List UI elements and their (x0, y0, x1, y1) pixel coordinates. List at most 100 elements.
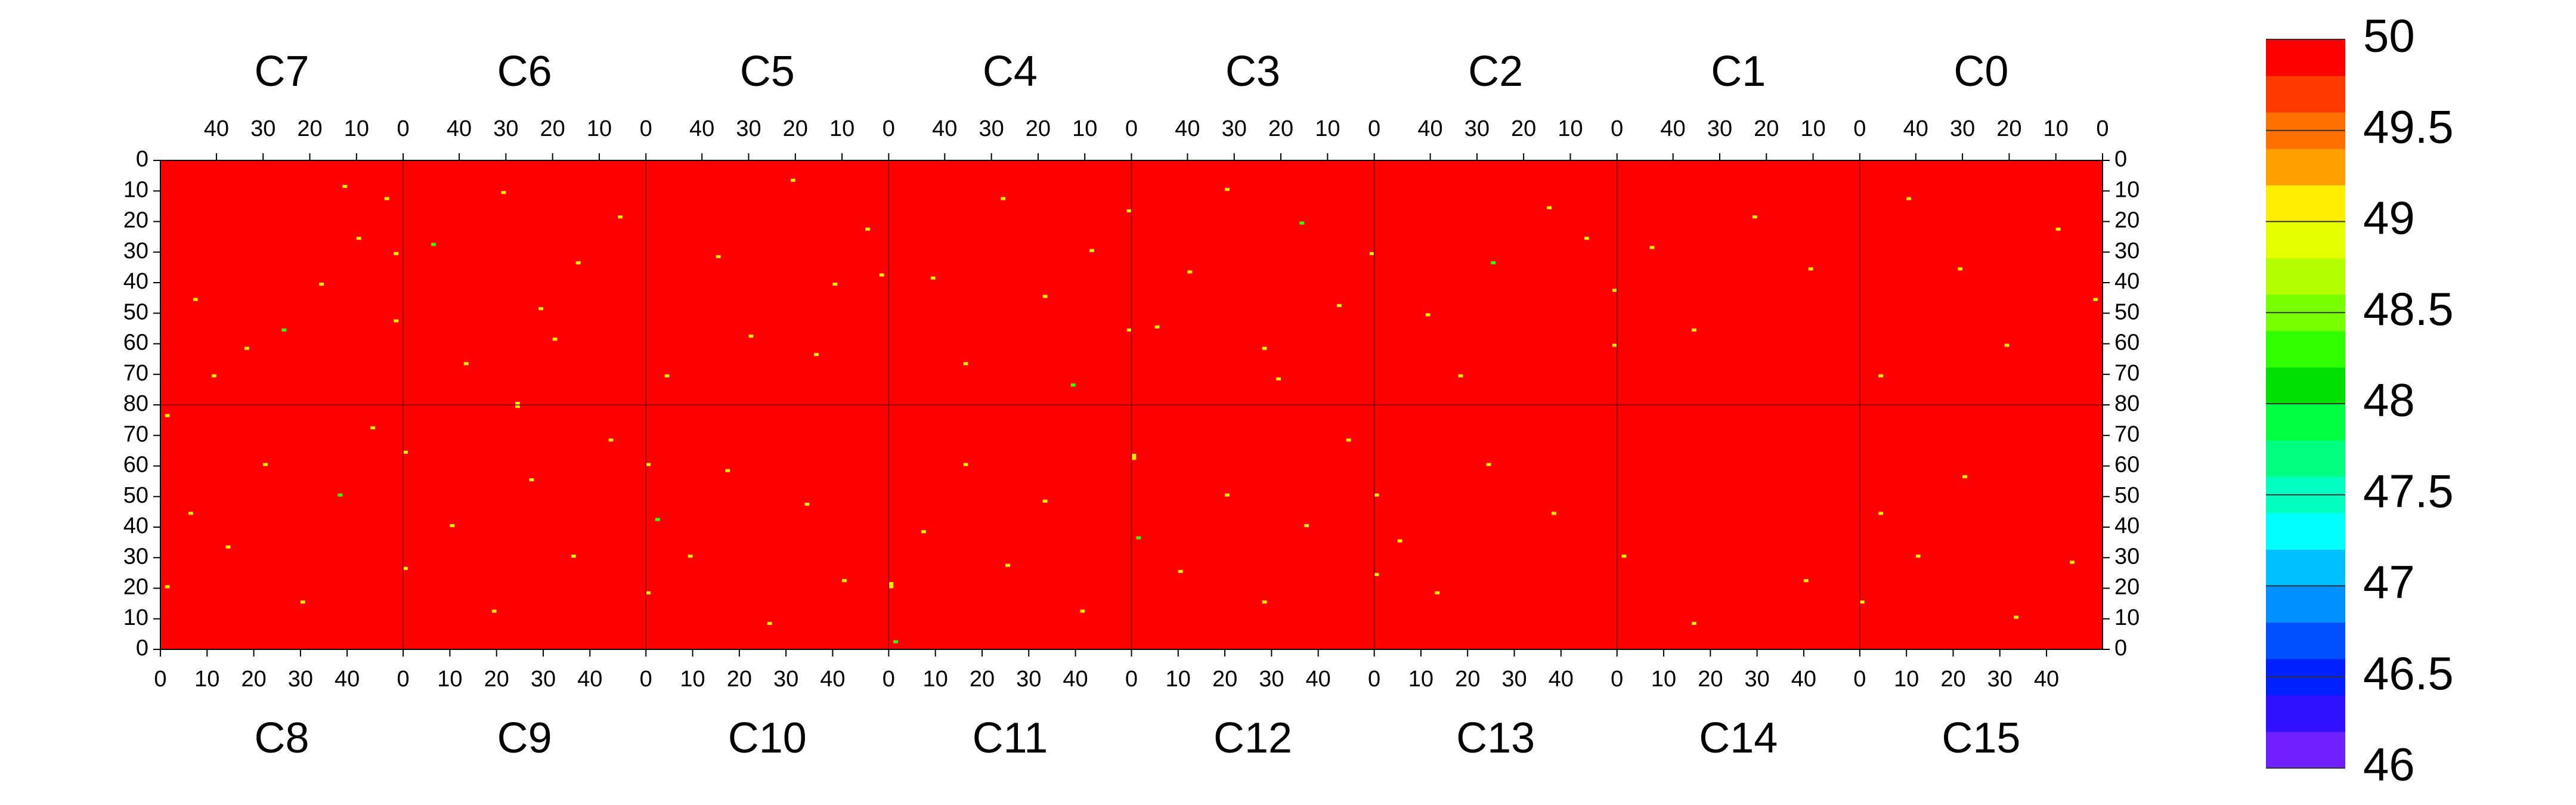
heatmap-cell (1397, 539, 1402, 543)
x-tick-label: 10 (1072, 116, 1097, 141)
panel-label: C8 (255, 714, 309, 762)
heatmap-cell (403, 566, 408, 570)
x-tick-label: 40 (932, 116, 957, 141)
x-tick-label: 40 (335, 667, 360, 692)
x-tick-label: 30 (979, 116, 1004, 141)
x-tick-label: 20 (1026, 116, 1051, 141)
y-tick-label: 30 (123, 544, 148, 569)
y-tick-label: 20 (2114, 208, 2140, 233)
x-tick-label: 0 (1611, 667, 1623, 692)
heatmap-cell (664, 374, 670, 377)
x-tick-label: 0 (1368, 116, 1380, 141)
heatmap-cell (338, 493, 343, 497)
heatmap-cell (646, 591, 651, 595)
x-tick-label: 30 (1987, 667, 2012, 692)
heatmap-cell (552, 338, 558, 341)
panel-label: C14 (1699, 714, 1778, 762)
colorbar-band (2266, 39, 2345, 76)
heatmap-cell (1547, 206, 1552, 209)
x-tick-label: 20 (1996, 116, 2021, 141)
y-tick-label: 70 (123, 422, 148, 447)
heatmap-cell (1126, 209, 1132, 213)
heatmap-cell (1042, 295, 1048, 298)
y-tick-label: 10 (123, 177, 148, 202)
heatmap-cell (1958, 267, 1963, 271)
heatmap-cell (655, 518, 660, 521)
heatmap-cell (1187, 270, 1193, 274)
y-tick-label: 0 (2114, 636, 2127, 661)
x-tick-label: 0 (1368, 667, 1380, 692)
colorbar-band (2266, 440, 2345, 477)
heatmap-cell (1299, 221, 1305, 225)
x-tick-label: 20 (1698, 667, 1723, 692)
panel-label: C3 (1225, 48, 1280, 95)
x-tick-label: 20 (1511, 116, 1536, 141)
heatmap-cell (963, 463, 968, 466)
y-tick-label: 10 (2114, 177, 2140, 202)
heatmap-cell (1070, 383, 1076, 387)
heatmap-cell (1262, 346, 1267, 350)
x-tick-label: 20 (540, 116, 565, 141)
y-tick-label: 40 (2114, 269, 2140, 294)
x-tick-label: 30 (1259, 667, 1284, 692)
heatmap-cell (688, 555, 693, 558)
heatmap-cell (1584, 237, 1589, 240)
heatmap-cell (767, 621, 772, 625)
x-tick-label: 30 (1465, 116, 1490, 141)
x-tick-label: 20 (970, 667, 995, 692)
x-tick-label: 0 (640, 116, 652, 141)
colorbar-band (2266, 221, 2345, 259)
x-tick-label: 40 (1791, 667, 1816, 692)
colorbar-tick-label: 49.5 (2363, 100, 2454, 153)
panel-label: C13 (1456, 714, 1535, 762)
x-tick-label: 40 (1417, 116, 1442, 141)
heatmap-cell (188, 512, 193, 515)
y-tick-label: 60 (123, 330, 148, 355)
x-tick-label: 30 (736, 116, 761, 141)
x-tick-label: 30 (288, 667, 313, 692)
heatmap-cell (1126, 328, 1132, 332)
colorbar-band (2266, 549, 2345, 586)
colorbar-band (2266, 367, 2345, 404)
x-tick-label: 0 (397, 667, 410, 692)
y-tick-label: 40 (123, 513, 148, 538)
heatmap-cell (575, 261, 581, 265)
heatmap-cell (300, 600, 305, 604)
x-tick-label: 30 (250, 116, 275, 141)
panel-label: C1 (1711, 48, 1766, 95)
heatmap-cell (716, 255, 721, 258)
heatmap-cell (165, 585, 170, 589)
heatmap-cell (1131, 457, 1137, 460)
heatmap-cell (1262, 600, 1267, 604)
heatmap-cell (529, 478, 534, 482)
y-tick-label: 0 (136, 147, 148, 172)
x-tick-label: 10 (829, 116, 854, 141)
y-tick-label: 50 (2114, 299, 2140, 324)
x-tick-label: 30 (531, 667, 556, 692)
heatmap-cell (431, 243, 436, 246)
x-tick-label: 20 (484, 667, 509, 692)
heatmap-cell (865, 227, 871, 231)
heatmap-cell (1369, 252, 1374, 255)
heatmap-cell (1621, 555, 1627, 558)
panel-label: C12 (1213, 714, 1292, 762)
heatmap-cell (244, 346, 249, 350)
heatmap-cell (804, 503, 810, 506)
y-tick-label: 70 (2114, 361, 2140, 386)
heatmap-cell (394, 319, 399, 323)
x-tick-label: 0 (1125, 116, 1138, 141)
y-tick-label: 50 (123, 483, 148, 508)
y-tick-label: 70 (2114, 422, 2140, 447)
x-tick-label: 0 (2096, 116, 2109, 141)
heatmap-cell (1808, 267, 1813, 271)
colorbar-band (2266, 258, 2345, 295)
y-tick-label: 80 (123, 391, 148, 416)
heatmap-cell (165, 414, 170, 417)
x-tick-label: 20 (1268, 116, 1293, 141)
heatmap-cell (1649, 246, 1655, 249)
x-tick-label: 40 (1063, 667, 1088, 692)
y-tick-label: 0 (2114, 147, 2127, 172)
x-tick-label: 20 (1455, 667, 1480, 692)
x-tick-label: 40 (2034, 667, 2059, 692)
x-tick-label: 10 (1894, 667, 1919, 692)
